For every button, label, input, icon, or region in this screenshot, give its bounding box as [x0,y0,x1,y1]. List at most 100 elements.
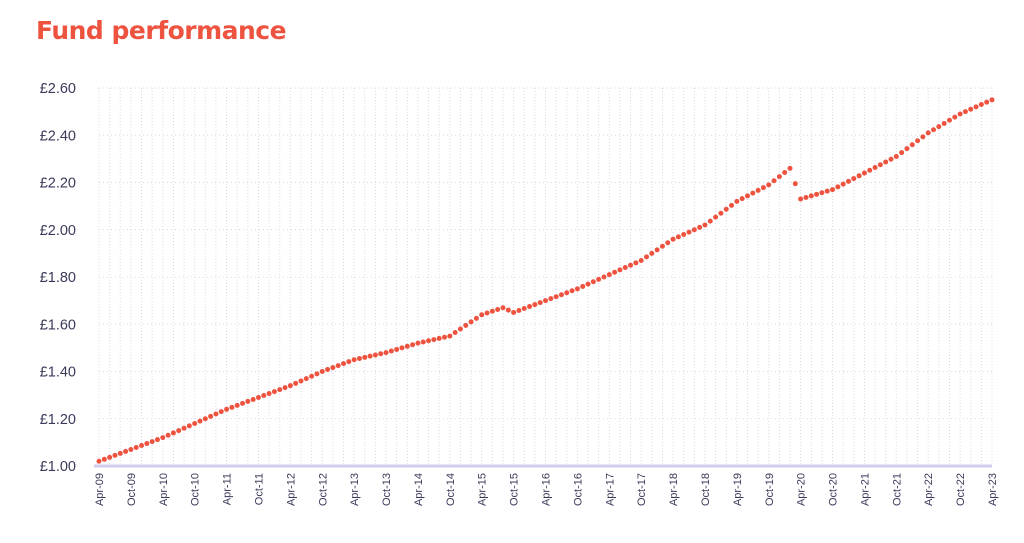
x-tick-label: Oct-14 [445,473,457,506]
data-point [681,231,687,237]
data-point [277,387,283,393]
chart-series [96,97,995,464]
data-point [521,306,527,311]
data-point [686,229,692,235]
x-tick-label: Oct-17 [636,473,648,506]
data-point [197,418,203,424]
data-point [691,227,697,233]
data-point [596,276,602,282]
data-point [909,142,915,148]
data-point [224,406,230,412]
data-point [149,439,155,445]
data-point [202,416,208,422]
data-point [240,400,246,406]
data-point [798,196,804,202]
data-point [729,202,735,208]
data-point [394,346,400,352]
data-point [208,413,214,419]
page-title: Fund performance [36,16,287,45]
data-point [915,138,921,144]
data-point [643,254,649,260]
x-tick-label: Apr-22 [923,473,935,506]
data-point [192,420,198,426]
data-point [585,281,591,287]
x-axis: Apr-09 Oct-09 Apr-10 Oct-10 Apr-11 Oct-11 Apr-… [94,464,999,506]
data-point [649,250,655,256]
data-point [250,396,256,402]
data-point [314,371,320,377]
data-point [463,322,469,328]
data-point [511,309,517,315]
data-point [516,307,522,313]
x-tick-label: Apr-19 [732,473,744,506]
x-tick-label: Oct-12 [317,473,329,506]
data-point [723,206,729,212]
data-point [553,294,559,300]
data-point [282,385,288,391]
data-point [436,335,442,341]
data-point [580,283,586,289]
data-point [117,450,123,456]
data-point [383,350,389,356]
data-point [659,243,665,249]
data-point [952,114,958,120]
y-axis: £1.00 £1.20 £1.40 £1.60 £1.80 £2.00 £2.20 £2.40… [40,81,76,475]
x-tick-label: Oct-10 [190,473,202,506]
data-point [808,193,814,199]
data-point [255,394,261,400]
data-point [356,356,362,362]
data-point [904,146,910,152]
data-point [484,310,490,316]
data-point [574,286,580,292]
data-point [973,104,979,110]
x-tick-label: Apr-11 [222,473,234,505]
y-tick-label: £2.00 [40,223,76,239]
x-tick-label: Oct-19 [764,473,776,506]
x-tick-label: Oct-13 [381,473,393,506]
data-point [468,319,474,325]
data-point [697,224,703,230]
x-tick-label: Oct-16 [572,473,584,506]
data-point [771,178,777,184]
data-point [867,167,873,173]
data-point [766,182,772,188]
y-tick-label: £1.80 [40,270,76,286]
data-point [787,165,793,171]
data-point [362,354,368,360]
data-point [931,127,937,133]
data-point [814,191,820,197]
data-point [133,444,139,450]
data-point [744,193,750,199]
data-point [96,458,102,464]
data-point [665,240,671,246]
data-point [532,302,538,308]
data-point [628,262,634,268]
data-point [819,190,825,196]
y-tick-label: £1.20 [40,412,76,428]
x-tick-label: Apr-10 [158,473,170,506]
data-point [803,194,809,200]
x-tick-label: Oct-20 [828,473,840,506]
data-point [883,159,889,165]
data-point [415,340,421,346]
data-point [755,187,761,193]
data-point [612,269,618,275]
data-point [234,402,240,408]
data-point [537,300,543,306]
x-tick-label: Apr-21 [859,473,871,506]
data-point [378,351,384,357]
data-point [638,257,644,263]
x-tick-label: Apr-17 [604,473,616,506]
data-point [303,376,309,382]
y-tick-label: £1.40 [40,365,76,381]
data-point [968,106,974,112]
data-point [707,218,713,224]
x-tick-label: Oct-09 [126,473,138,506]
x-tick-label: Apr-20 [796,473,808,506]
data-point [527,304,533,310]
data-point [404,343,410,349]
y-tick-label: £2.20 [40,176,76,192]
data-point [824,188,830,194]
data-point [840,181,846,187]
